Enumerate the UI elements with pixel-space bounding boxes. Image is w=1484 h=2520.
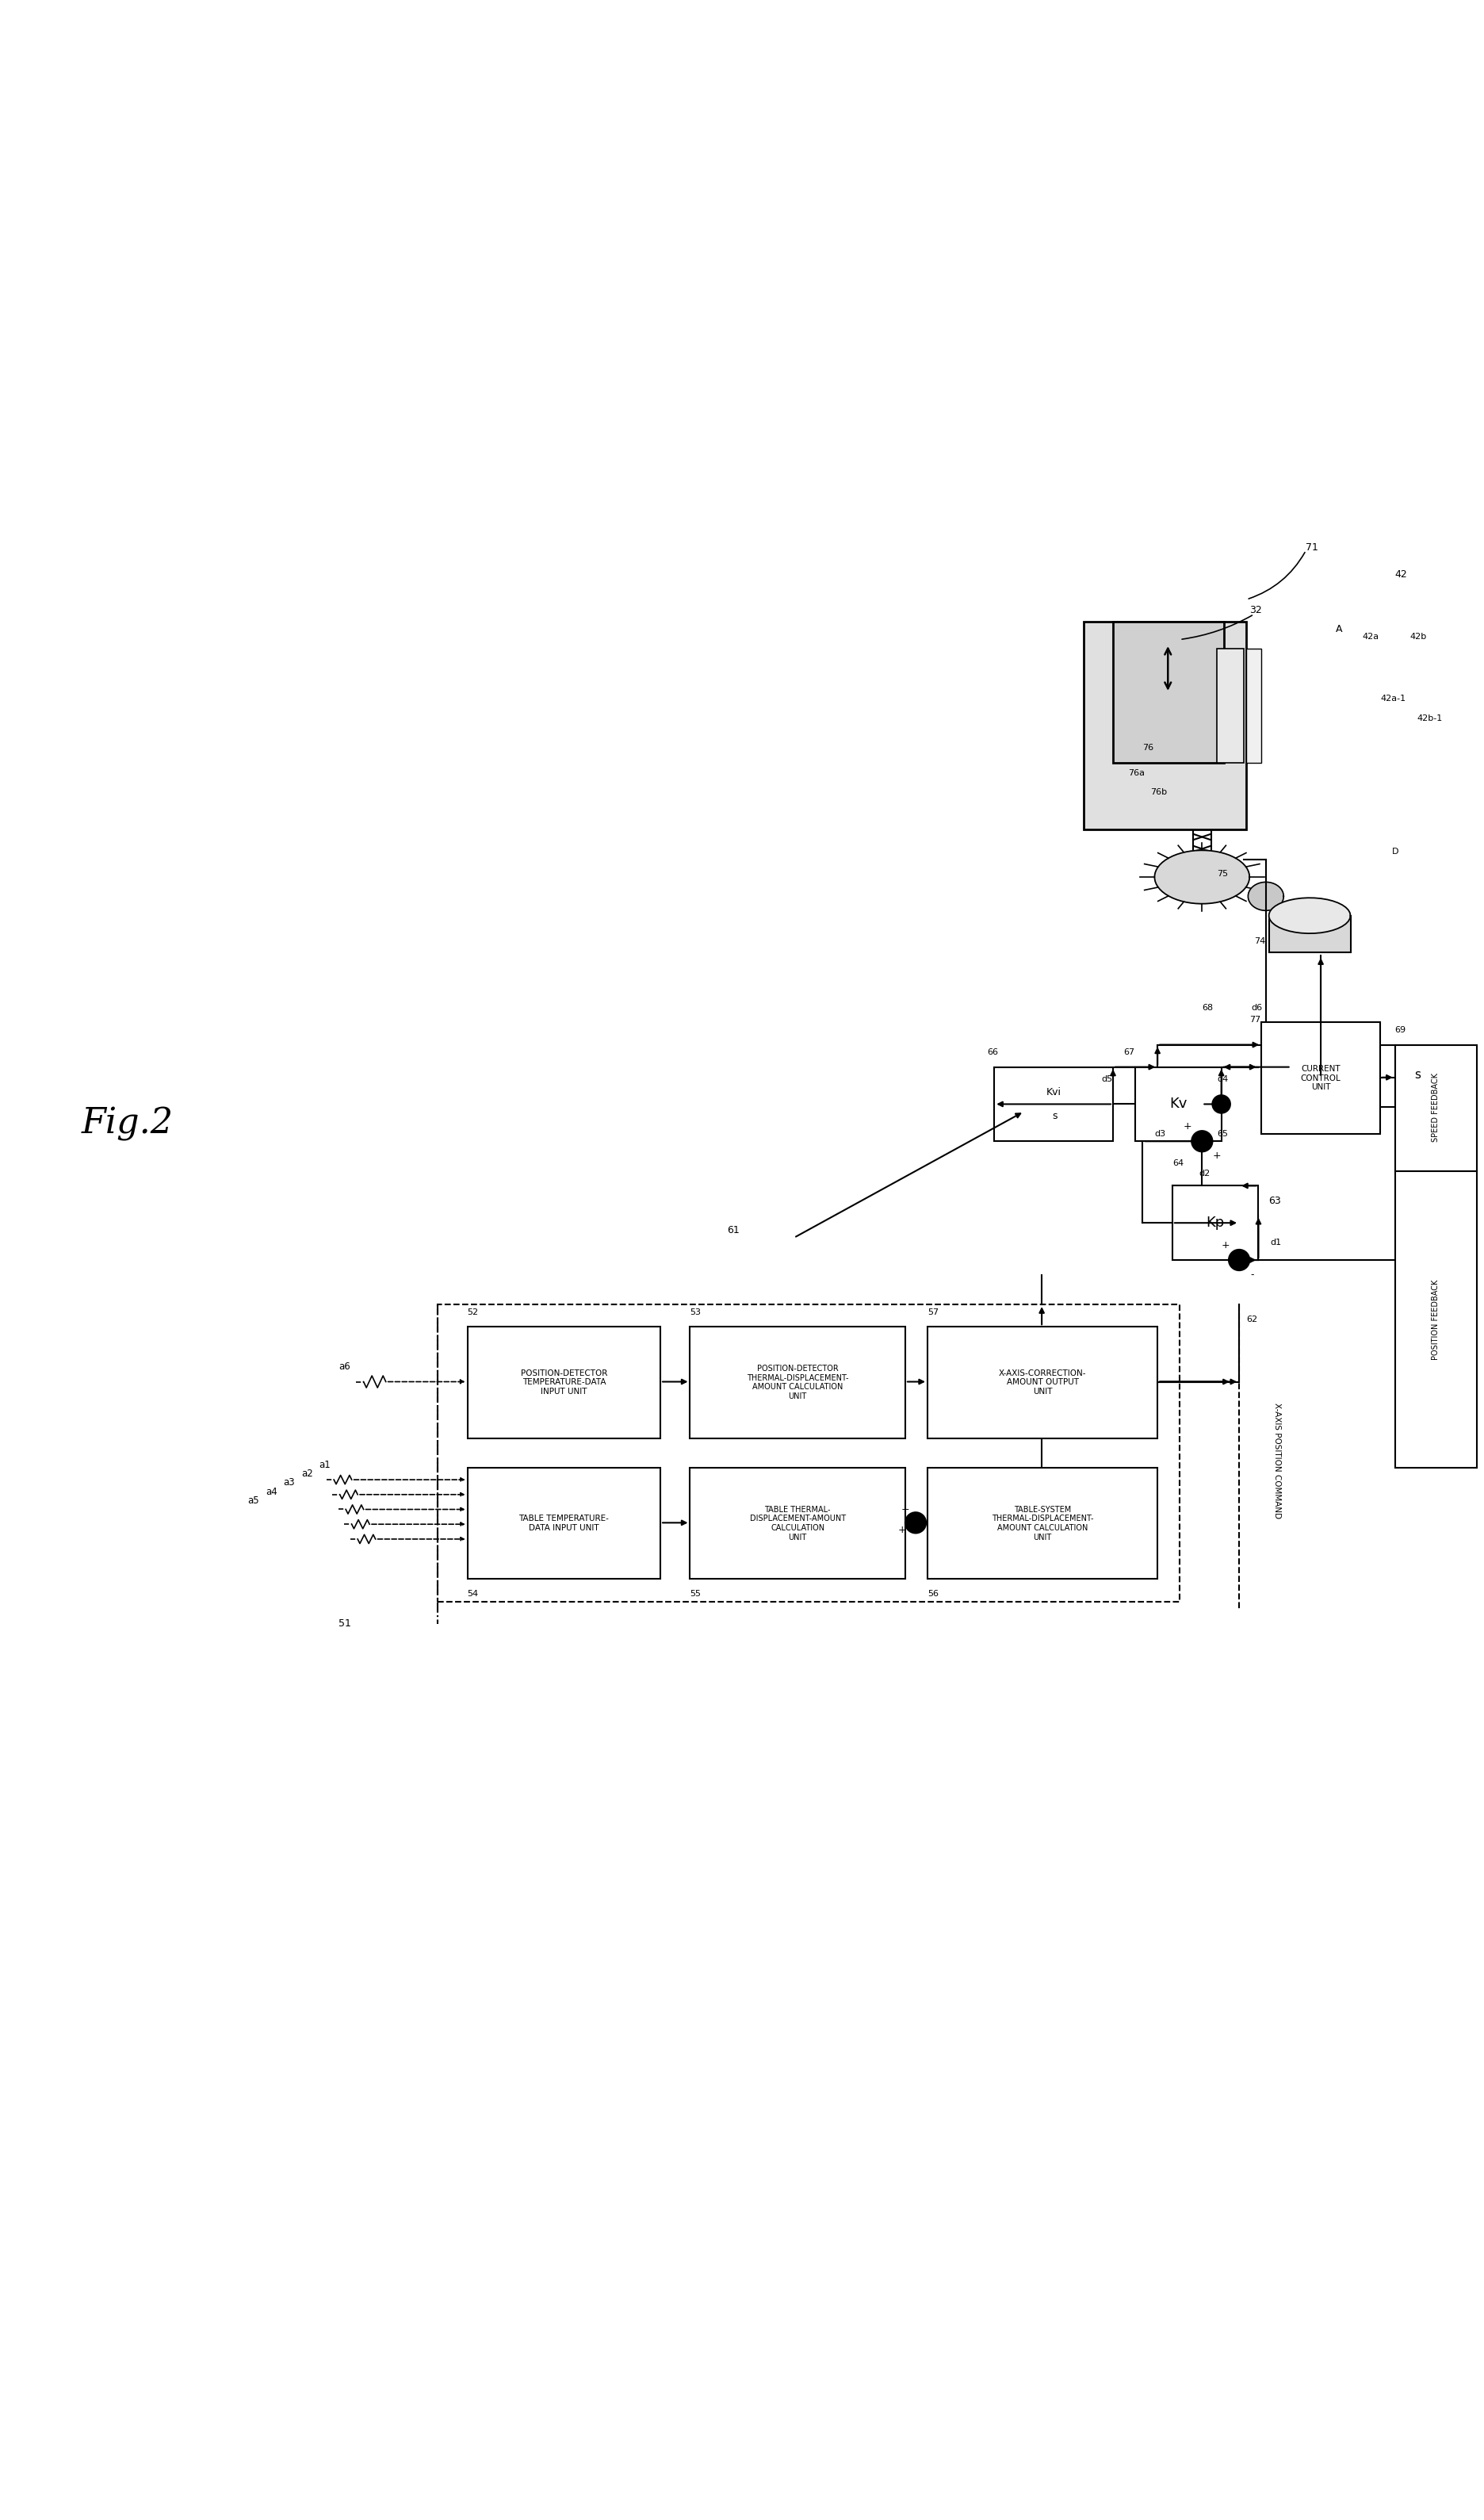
- Text: 51: 51: [338, 1618, 350, 1628]
- Circle shape: [1229, 1250, 1250, 1270]
- Text: a6: a6: [338, 1361, 350, 1371]
- Text: 42b-1: 42b-1: [1417, 713, 1442, 723]
- Text: 52: 52: [467, 1308, 479, 1315]
- Text: 42: 42: [1395, 570, 1407, 580]
- Text: Kv: Kv: [1169, 1096, 1187, 1111]
- FancyBboxPatch shape: [1135, 1066, 1221, 1142]
- FancyBboxPatch shape: [1261, 1023, 1380, 1134]
- Text: POSITION FEEDBACK: POSITION FEEDBACK: [1432, 1280, 1439, 1361]
- Text: Kvi
—
 s: Kvi — s: [1046, 1086, 1061, 1121]
- Text: a2: a2: [301, 1469, 313, 1479]
- Text: 67: 67: [1123, 1048, 1135, 1056]
- Text: 77: 77: [1250, 1016, 1261, 1023]
- Text: -: -: [1251, 1270, 1254, 1280]
- FancyBboxPatch shape: [1395, 1172, 1477, 1467]
- Text: 54: 54: [467, 1590, 479, 1598]
- FancyBboxPatch shape: [994, 1066, 1113, 1142]
- Text: 76: 76: [1143, 743, 1155, 751]
- FancyBboxPatch shape: [1172, 1187, 1258, 1260]
- Text: X-AXIS-CORRECTION-
AMOUNT OUTPUT
UNIT: X-AXIS-CORRECTION- AMOUNT OUTPUT UNIT: [999, 1368, 1086, 1396]
- Text: +: +: [1212, 1152, 1221, 1162]
- FancyBboxPatch shape: [690, 1467, 905, 1580]
- Text: 68: 68: [1202, 1003, 1214, 1011]
- Text: d4: d4: [1217, 1076, 1229, 1084]
- Circle shape: [1192, 1131, 1212, 1152]
- Text: 76a: 76a: [1128, 769, 1144, 776]
- Text: 69: 69: [1395, 1026, 1407, 1033]
- Circle shape: [905, 1512, 926, 1532]
- Text: a5: a5: [248, 1494, 260, 1504]
- FancyBboxPatch shape: [1217, 648, 1244, 764]
- Circle shape: [1212, 1096, 1230, 1114]
- Text: 42a-1: 42a-1: [1380, 696, 1405, 703]
- Text: 75: 75: [1217, 869, 1229, 877]
- Polygon shape: [1269, 897, 1350, 932]
- FancyBboxPatch shape: [1247, 648, 1261, 764]
- Text: TABLE-SYSTEM
THERMAL-DISPLACEMENT-
AMOUNT CALCULATION
UNIT: TABLE-SYSTEM THERMAL-DISPLACEMENT- AMOUN…: [991, 1507, 1094, 1542]
- Text: 66: 66: [987, 1048, 997, 1056]
- Text: 71: 71: [1306, 542, 1318, 552]
- FancyBboxPatch shape: [928, 1467, 1158, 1580]
- Text: SPEED FEEDBACK: SPEED FEEDBACK: [1432, 1074, 1439, 1142]
- FancyBboxPatch shape: [467, 1328, 660, 1439]
- Text: a3: a3: [283, 1477, 295, 1487]
- Polygon shape: [1155, 849, 1250, 905]
- Text: d5: d5: [1101, 1076, 1113, 1084]
- Text: 42b: 42b: [1410, 633, 1426, 640]
- Text: Kp: Kp: [1206, 1215, 1224, 1230]
- Text: TABLE TEMPERATURE-
DATA INPUT UNIT: TABLE TEMPERATURE- DATA INPUT UNIT: [519, 1515, 608, 1532]
- Text: +: +: [1183, 1121, 1192, 1131]
- Text: A: A: [1336, 625, 1343, 635]
- Text: POSITION-DETECTOR
THERMAL-DISPLACEMENT-
AMOUNT CALCULATION
UNIT: POSITION-DETECTOR THERMAL-DISPLACEMENT- …: [746, 1366, 849, 1401]
- Text: d3: d3: [1155, 1129, 1166, 1139]
- Text: s: s: [1414, 1068, 1420, 1081]
- Text: +: +: [1221, 1240, 1230, 1250]
- Text: 55: 55: [690, 1590, 700, 1598]
- Text: d1: d1: [1270, 1237, 1282, 1247]
- Text: 42a: 42a: [1362, 633, 1379, 640]
- Text: 32: 32: [1250, 605, 1261, 615]
- FancyBboxPatch shape: [690, 1328, 905, 1439]
- Text: D: D: [1392, 847, 1399, 857]
- FancyBboxPatch shape: [467, 1467, 660, 1580]
- Text: Fig.2: Fig.2: [82, 1106, 174, 1142]
- Text: a1: a1: [319, 1459, 331, 1469]
- Text: 57: 57: [928, 1308, 939, 1315]
- Text: 61: 61: [727, 1225, 739, 1235]
- Text: POSITION-DETECTOR
TEMPERATURE-DATA
INPUT UNIT: POSITION-DETECTOR TEMPERATURE-DATA INPUT…: [521, 1368, 607, 1396]
- Polygon shape: [1248, 882, 1284, 910]
- FancyBboxPatch shape: [1083, 622, 1247, 829]
- FancyBboxPatch shape: [1113, 622, 1224, 764]
- Text: d6: d6: [1251, 1003, 1263, 1011]
- FancyBboxPatch shape: [928, 1328, 1158, 1439]
- FancyBboxPatch shape: [1395, 1046, 1477, 1172]
- FancyBboxPatch shape: [1395, 1046, 1439, 1104]
- Text: 76b: 76b: [1150, 789, 1166, 796]
- Text: +: +: [898, 1525, 907, 1535]
- Text: CURRENT
CONTROL
UNIT: CURRENT CONTROL UNIT: [1300, 1066, 1342, 1091]
- Text: a4: a4: [266, 1487, 278, 1497]
- Text: 65: 65: [1217, 1129, 1227, 1139]
- FancyBboxPatch shape: [1269, 915, 1350, 953]
- Text: 56: 56: [928, 1590, 938, 1598]
- Text: X-AXIS POSITION COMMAND: X-AXIS POSITION COMMAND: [1273, 1404, 1281, 1520]
- Text: 63: 63: [1269, 1194, 1281, 1205]
- Text: +: +: [901, 1504, 910, 1515]
- Text: d2: d2: [1199, 1169, 1211, 1177]
- Text: 64: 64: [1172, 1159, 1184, 1167]
- Text: TABLE THERMAL-
DISPLACEMENT-AMOUNT
CALCULATION
UNIT: TABLE THERMAL- DISPLACEMENT-AMOUNT CALCU…: [749, 1507, 846, 1542]
- Text: 62: 62: [1247, 1315, 1258, 1323]
- Text: 53: 53: [690, 1308, 700, 1315]
- Text: 74: 74: [1254, 937, 1266, 945]
